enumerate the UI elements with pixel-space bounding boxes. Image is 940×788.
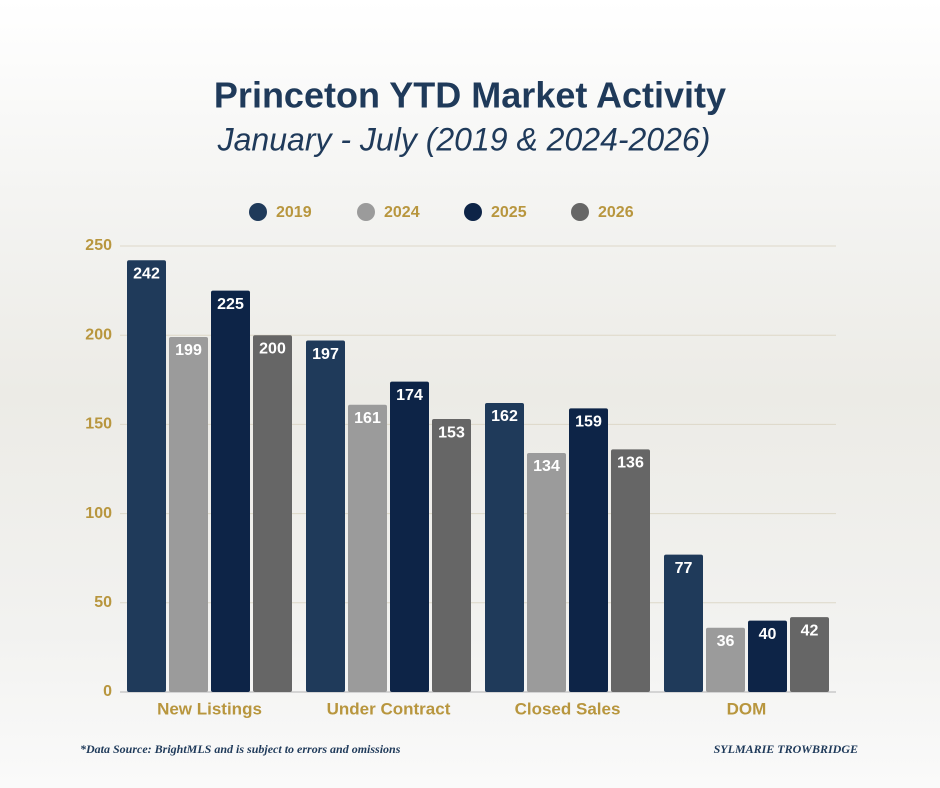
- value-label: 200: [259, 340, 286, 357]
- legend-marker: [249, 203, 267, 221]
- y-tick-label: 250: [85, 237, 112, 254]
- y-tick-label: 100: [85, 505, 112, 522]
- bar: [485, 402, 524, 692]
- bar: [127, 260, 166, 692]
- value-label: 40: [759, 626, 777, 643]
- bar: [664, 554, 703, 692]
- value-label: 159: [575, 414, 602, 431]
- credit: SYLMARIE TROWBRIDGE: [714, 742, 858, 756]
- legend-marker: [571, 203, 589, 221]
- bar: [306, 340, 345, 692]
- value-label: 174: [396, 387, 423, 404]
- value-label: 242: [133, 265, 160, 282]
- value-label: 197: [312, 346, 339, 363]
- chart-title: Princeton YTD Market Activity: [214, 75, 726, 116]
- bar: [348, 404, 387, 692]
- legend-label: 2019: [276, 204, 312, 221]
- bar: [748, 620, 787, 692]
- y-tick-label: 0: [103, 683, 112, 700]
- bar: [390, 381, 429, 692]
- value-label: 77: [675, 560, 693, 577]
- x-tick-label: Closed Sales: [515, 699, 621, 718]
- chart-subtitle: January - July (2019 & 2024-2026): [217, 121, 711, 157]
- bar: [211, 290, 250, 692]
- bar: [569, 408, 608, 692]
- value-label: 42: [801, 622, 819, 639]
- value-label: 161: [354, 410, 381, 427]
- y-tick-label: 150: [85, 416, 112, 433]
- bar: [611, 449, 650, 692]
- legend-marker: [357, 203, 375, 221]
- bar: [253, 335, 292, 692]
- bar: [432, 419, 471, 692]
- source-note: *Data Source: BrightMLS and is subject t…: [80, 742, 401, 756]
- y-tick-label: 50: [94, 594, 112, 611]
- value-label: 134: [533, 458, 560, 475]
- value-label: 225: [217, 296, 244, 313]
- value-label: 162: [491, 408, 518, 425]
- bar: [790, 617, 829, 692]
- legend-label: 2025: [491, 204, 527, 221]
- bar: [169, 336, 208, 692]
- value-label: 153: [438, 424, 465, 441]
- bar: [706, 627, 745, 692]
- bar: [527, 452, 566, 692]
- legend-marker: [464, 203, 482, 221]
- y-tick-label: 200: [85, 326, 112, 343]
- value-label: 199: [175, 342, 202, 359]
- value-label: 36: [717, 633, 735, 650]
- x-tick-label: DOM: [727, 699, 767, 718]
- value-label: 136: [617, 455, 644, 472]
- legend-label: 2026: [598, 204, 634, 221]
- x-tick-label: Under Contract: [327, 699, 451, 718]
- x-tick-label: New Listings: [157, 699, 262, 718]
- legend-label: 2024: [384, 204, 420, 221]
